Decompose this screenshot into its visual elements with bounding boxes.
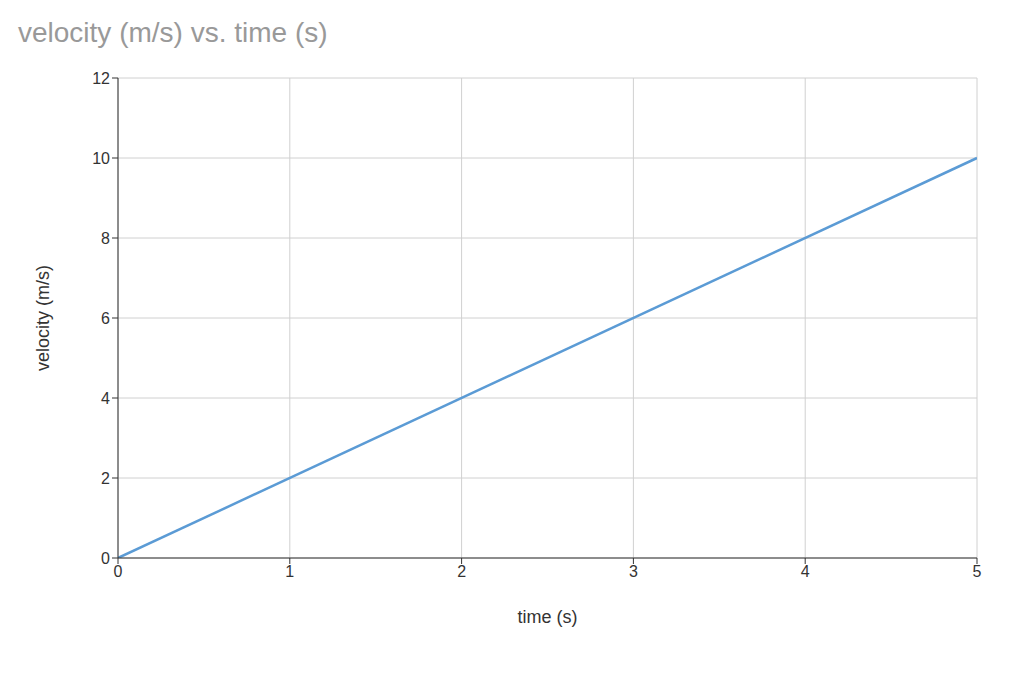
svg-text:8: 8	[101, 230, 110, 247]
svg-text:5: 5	[973, 563, 982, 580]
svg-text:10: 10	[92, 150, 110, 167]
svg-text:3: 3	[629, 563, 638, 580]
svg-text:0: 0	[101, 550, 110, 567]
svg-text:6: 6	[101, 310, 110, 327]
html-text:velocity (m/s) vs. time (s): velocity (m/s) vs. time (s)	[18, 17, 328, 48]
svg-text:4: 4	[101, 390, 110, 407]
svg-text:4: 4	[801, 563, 810, 580]
svg-text:velocity (m/s): velocity (m/s)	[33, 265, 53, 371]
svg-text:12: 12	[92, 70, 110, 87]
svg-text:time (s): time (s)	[518, 607, 578, 627]
svg-text:2: 2	[457, 563, 466, 580]
svg-text:0: 0	[114, 563, 123, 580]
svg-text:2: 2	[101, 470, 110, 487]
svg-text:1: 1	[285, 563, 294, 580]
